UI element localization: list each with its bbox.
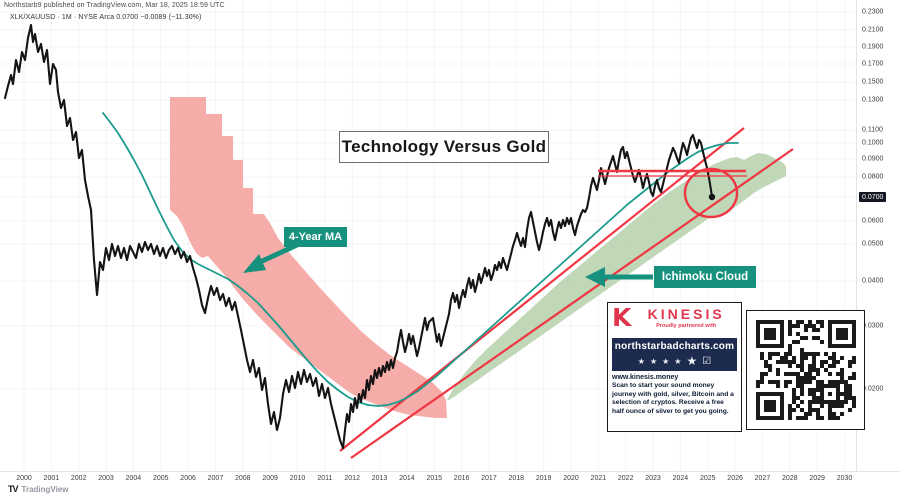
kinesis-brand-name: KINESIS (647, 306, 725, 322)
year-tick-label: 2008 (235, 475, 251, 482)
ma-label-annotation[interactable]: 4-Year MA (284, 227, 347, 247)
year-tick-label: 2016 (453, 475, 470, 482)
ichimoku-label-annotation[interactable]: Ichimoku Cloud (654, 266, 756, 288)
kinesis-ad-panel: K KINESIS Proudly partnered with northst… (607, 302, 742, 432)
year-tick-label: 2022 (617, 475, 634, 482)
ichimoku-arrow-head (585, 267, 605, 287)
year-tick-label: 2027 (754, 475, 771, 482)
star-icon: ★ (637, 356, 645, 366)
tradingview-watermark[interactable]: TV TradingView (8, 484, 69, 494)
qr-code-panel (746, 310, 865, 430)
price-tick-label: 0.0600 (862, 217, 884, 225)
breakdown-circle-annotation[interactable] (683, 167, 739, 219)
year-tick-label: 2000 (16, 475, 32, 482)
price-tick-label: 0.0900 (862, 155, 884, 163)
price-tick-label: 0.1300 (862, 96, 884, 104)
last-price-dot (708, 193, 716, 201)
price-tick-label: 0.1700 (862, 60, 884, 68)
year-tick-label: 2013 (371, 475, 388, 482)
star-icon: ★ (649, 356, 658, 366)
year-tick-label: 2007 (207, 475, 224, 482)
price-tick-label: 0.1100 (862, 126, 883, 134)
year-tick-label: 2015 (426, 475, 443, 482)
year-tick-label: 2010 (289, 475, 306, 482)
qr-code (755, 320, 856, 420)
northstar-site-link: northstarbadcharts.com (614, 341, 735, 352)
price-scale[interactable]: 0.2300 0.2100 0.1900 0.1700 0.1500 0.1300 0.11… (856, 0, 900, 471)
price-tick-label: 0.0300 (862, 322, 884, 330)
price-tick-label: 0.0400 (862, 277, 884, 285)
year-tick-label: 2002 (70, 475, 87, 482)
star-icon-large: ★ (686, 354, 698, 368)
year-tick-label: 2005 (152, 475, 169, 482)
current-price-label: 0.0700 (859, 192, 887, 202)
year-tick-label: 2024 (672, 475, 689, 482)
price-tick-label: 0.0800 (862, 173, 884, 181)
symbol-legend[interactable]: XLK/XAUUSD · 1M · NYSE Arca 0.0700 −0.00… (10, 14, 202, 21)
ichimoku-cloud-bearish (170, 97, 447, 418)
price-tick-label: 0.1000 (862, 139, 884, 147)
year-tick-label: 2004 (125, 475, 142, 482)
kinesis-ad-text: Scan to start your sound money journey w… (612, 382, 734, 415)
time-scale[interactable]: 2000 2001 2002 2003 2004 2005 2006 2007 2008 2009… (0, 471, 900, 487)
kinesis-url: www.kinesis.money (612, 374, 679, 381)
year-tick-label: 2023 (645, 475, 661, 482)
price-tick-label: 0.2300 (862, 8, 884, 16)
ma-arrow-shaft (256, 242, 299, 266)
chart-title-annotation[interactable]: Technology Versus Gold (339, 131, 549, 163)
year-tick-label: 2006 (180, 475, 196, 482)
price-tick-label: 0.0500 (862, 240, 884, 248)
year-tick-label: 2021 (590, 475, 607, 482)
checkbox-icon: ☑ (702, 355, 712, 367)
tradingview-logo-text: TradingView (21, 484, 69, 494)
year-tick-label: 2019 (535, 475, 552, 482)
year-tick-label: 2026 (727, 475, 743, 482)
published-byline: Northstarb9 published on TradingView.com… (4, 2, 225, 9)
year-tick-label: 2011 (317, 475, 333, 482)
year-tick-label: 2025 (699, 475, 716, 482)
star-icon: ★ (662, 356, 670, 366)
year-tick-label: 2029 (809, 475, 825, 482)
price-tick-label: 0.0200 (862, 385, 884, 393)
price-tick-label: 0.1900 (862, 43, 884, 51)
year-tick-label: 2030 (836, 475, 853, 482)
price-scale-separator (856, 0, 857, 471)
year-tick-label: 2012 (344, 475, 360, 482)
year-tick-label: 2028 (782, 475, 798, 482)
ma-arrow-head (243, 254, 266, 273)
year-tick-label: 2003 (98, 475, 114, 482)
year-tick-label: 2020 (563, 475, 579, 482)
price-tick-label: 0.1500 (862, 78, 884, 86)
tradingview-logo-icon: TV (8, 484, 18, 494)
kinesis-partner-note: Proudly partnered with (656, 323, 717, 329)
kinesis-logo-icon: K (612, 303, 632, 332)
year-tick-label: 2018 (508, 475, 525, 482)
price-tick-label: 0.2100 (862, 26, 884, 34)
year-tick-label: 2017 (481, 475, 497, 482)
trendline-upper[interactable] (350, 148, 794, 459)
year-tick-label: 2001 (43, 475, 60, 482)
year-tick-label: 2009 (262, 475, 278, 482)
rating-stars: ★ ★ ★ ★ ★ ☑ (614, 354, 735, 368)
year-tick-label: 2014 (399, 475, 415, 482)
price-line (3, 23, 714, 450)
star-icon: ★ (674, 356, 682, 366)
